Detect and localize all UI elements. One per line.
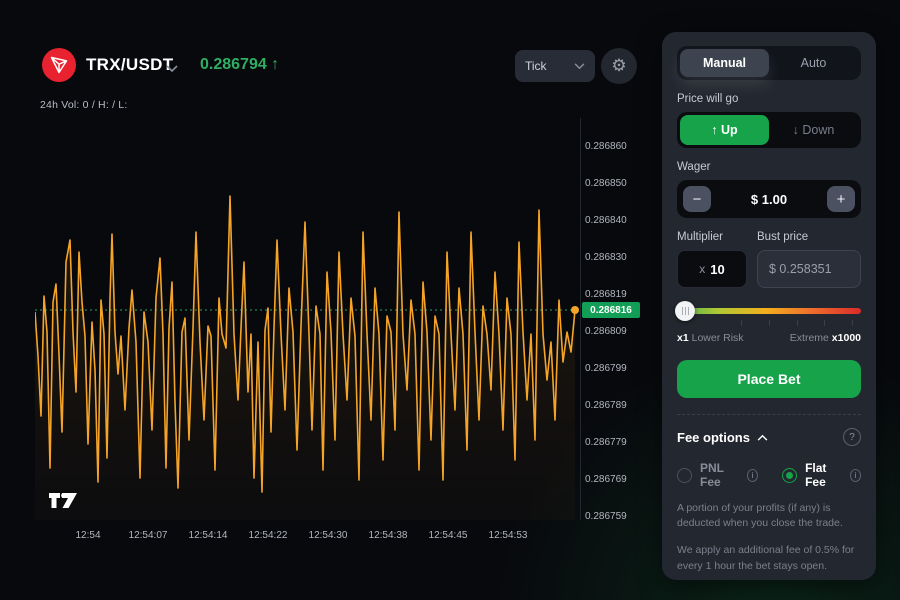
flat-fee-info-icon[interactable]: i <box>850 468 862 482</box>
mode-tabs: Manual Auto <box>677 46 861 80</box>
risk-min: x1 <box>677 332 689 344</box>
risk-slider-track[interactable] <box>677 308 861 314</box>
y-axis-label: 0.286799 <box>585 363 627 374</box>
up-button[interactable]: ↑ Up <box>680 115 769 145</box>
risk-max: x1000 <box>831 332 861 344</box>
x-axis-label: 12:54 <box>75 530 101 541</box>
risk-slider[interactable] <box>675 301 861 321</box>
fee-options-toggle[interactable]: Fee options <box>677 430 768 445</box>
y-axis-label: 0.286850 <box>585 178 627 189</box>
place-bet-button[interactable]: Place Bet <box>677 360 861 398</box>
multiplier-input[interactable]: x 10 <box>677 250 747 288</box>
flat-fee-label[interactable]: Flat Fee <box>805 461 827 489</box>
tron-icon <box>50 56 68 74</box>
tradingview-logo[interactable] <box>48 492 78 509</box>
gear-icon: ⚙ <box>611 56 627 76</box>
x-axis-label: 12:54:07 <box>128 530 168 541</box>
x-axis-label: 12:54:22 <box>248 530 288 541</box>
risk-min-desc: Lower Risk <box>691 332 744 344</box>
fee-description-1: A portion of your profits (if any) is de… <box>677 502 843 530</box>
tab-auto[interactable]: Auto <box>800 56 827 70</box>
last-price: 0.286794 ↑ <box>200 56 280 73</box>
price-chart[interactable] <box>35 118 580 520</box>
bust-price-label: Bust price <box>757 231 809 243</box>
chevron-down-icon[interactable] <box>166 60 178 78</box>
down-button[interactable]: ↓ Down <box>792 123 835 137</box>
bet-panel: Manual Auto Price will go ↑ Up ↓ Down Wa… <box>662 32 876 580</box>
volume-stats: 24h Vol: 0 / H: / L: <box>40 99 128 111</box>
fee-description-2: We apply an additional fee of 0.5% for e… <box>677 544 855 572</box>
wager-input[interactable]: − $ 1.00 + <box>677 180 861 218</box>
y-axis-label: 0.286830 <box>585 252 627 263</box>
x-axis-label: 12:54:38 <box>368 530 408 541</box>
chart-area-fill <box>35 196 575 520</box>
direction-toggle: ↑ Up ↓ Down <box>677 112 861 148</box>
multiplier-prefix: x <box>699 262 706 276</box>
pair-title[interactable]: TRX/USDT <box>86 55 174 74</box>
last-price-dot <box>571 306 579 314</box>
axis-separator <box>580 118 581 520</box>
risk-slider-handle[interactable] <box>675 301 695 321</box>
y-axis-label: 0.286779 <box>585 437 627 448</box>
interval-label: Tick <box>525 59 547 73</box>
interval-dropdown[interactable]: Tick <box>515 50 595 82</box>
multiplier-label: Multiplier <box>677 231 724 243</box>
x-axis-label: 12:54:53 <box>488 530 528 541</box>
y-axis-label: 0.286809 <box>585 326 627 337</box>
trx-logo <box>42 48 76 82</box>
chart-settings-button[interactable]: ⚙ <box>601 48 637 84</box>
fee-help-icon[interactable]: ? <box>843 428 861 446</box>
bust-price-value: $ 0.258351 <box>757 250 861 288</box>
chart-line <box>35 195 576 493</box>
x-axis-label: 12:54:14 <box>188 530 228 541</box>
chevron-up-icon <box>757 434 768 441</box>
wager-label: Wager <box>677 161 711 173</box>
tab-manual[interactable]: Manual <box>680 49 769 77</box>
wager-decrease-button[interactable]: − <box>683 186 711 212</box>
x-axis-label: 12:54:30 <box>308 530 348 541</box>
flat-fee-radio[interactable] <box>782 467 798 483</box>
slider-ticks <box>677 320 861 328</box>
direction-label: Price will go <box>677 93 739 105</box>
risk-labels: x1 Lower Risk Extreme x1000 <box>677 332 861 344</box>
fee-options-label: Fee options <box>677 429 750 445</box>
current-price-tag: 0.286816 <box>582 302 640 318</box>
y-axis-label: 0.286769 <box>585 474 627 485</box>
x-axis-label: 12:54:45 <box>428 530 468 541</box>
wager-increase-button[interactable]: + <box>827 186 855 212</box>
chevron-down-icon <box>574 62 585 69</box>
y-axis-label: 0.286840 <box>585 215 627 226</box>
y-axis-label: 0.286819 <box>585 289 627 300</box>
y-axis-label: 0.286789 <box>585 400 627 411</box>
pnl-fee-label[interactable]: PNL Fee <box>700 461 724 489</box>
multiplier-value: 10 <box>710 261 725 277</box>
wager-value[interactable]: $ 1.00 <box>750 191 788 207</box>
y-axis-label: 0.286759 <box>585 511 627 522</box>
pnl-fee-info-icon[interactable]: i <box>746 468 758 482</box>
pnl-fee-radio[interactable] <box>677 467 692 483</box>
risk-max-desc: Extreme <box>789 332 829 344</box>
y-axis-label: 0.286860 <box>585 141 627 152</box>
